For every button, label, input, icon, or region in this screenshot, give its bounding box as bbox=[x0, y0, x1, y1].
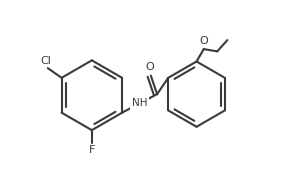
Text: Cl: Cl bbox=[40, 56, 51, 66]
Text: F: F bbox=[89, 145, 95, 155]
Text: NH: NH bbox=[132, 98, 147, 108]
Text: O: O bbox=[145, 62, 154, 72]
Text: O: O bbox=[200, 36, 208, 46]
